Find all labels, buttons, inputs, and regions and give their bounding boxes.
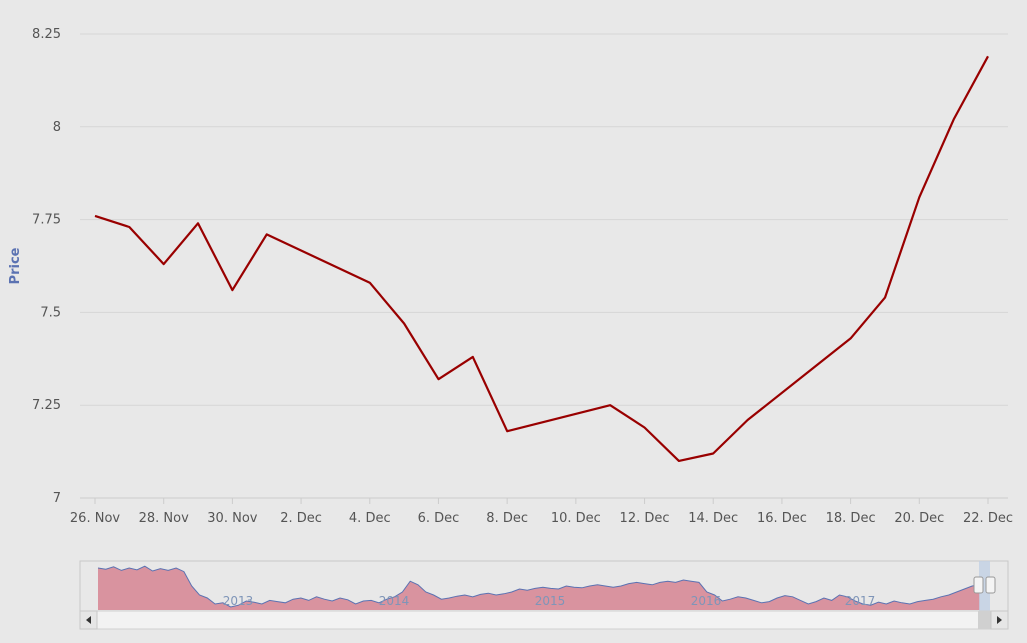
scrollbar-track[interactable] <box>79 610 1009 630</box>
navigator-year-label: 2014 <box>379 594 410 608</box>
x-tick-label: 10. Dec <box>551 511 601 526</box>
scrollbar[interactable] <box>79 610 1009 630</box>
y-tick-label: 8 <box>53 120 61 135</box>
x-tick-label: 18. Dec <box>826 511 876 526</box>
navigator-right-handle[interactable] <box>985 576 996 594</box>
x-tick-label: 6. Dec <box>418 511 460 526</box>
scrollbar-thumb[interactable] <box>978 611 991 629</box>
navigator-left-handle[interactable] <box>973 576 984 594</box>
navigator[interactable]: 2013 2014 2015 2016 2017 <box>79 560 1009 612</box>
x-tick-label: 8. Dec <box>486 511 528 526</box>
navigator-selection[interactable] <box>979 561 990 611</box>
navigator-year-label: 2016 <box>691 594 722 608</box>
x-tick-label: 2. Dec <box>280 511 322 526</box>
x-axis-ticks: 26. Nov 28. Nov 30. Nov 2. Dec 4. Dec 6. Dec 8… <box>70 498 1013 526</box>
x-tick-label: 22. Dec <box>963 511 1013 526</box>
x-tick-label: 14. Dec <box>688 511 738 526</box>
x-tick-label: 4. Dec <box>349 511 391 526</box>
x-tick-label: 16. Dec <box>757 511 807 526</box>
arrow-left-icon <box>86 616 91 624</box>
y-tick-label: 7.25 <box>32 398 61 413</box>
grid-lines <box>80 33 1008 406</box>
y-tick-label: 7 <box>53 491 61 506</box>
series-line <box>94 55 989 462</box>
navigator-year-label: 2017 <box>845 594 876 608</box>
x-tick-label: 28. Nov <box>139 511 189 526</box>
navigator-line <box>97 565 981 608</box>
x-tick-label: 26. Nov <box>70 511 120 526</box>
navigator-year-labels: 2013 2014 2015 2016 2017 <box>223 594 876 608</box>
y-tick-label: 7.75 <box>32 213 61 228</box>
x-tick-label: 20. Dec <box>894 511 944 526</box>
x-tick-label: 30. Nov <box>207 511 257 526</box>
arrow-right-icon <box>997 616 1002 624</box>
y-tick-label: 8.25 <box>32 27 61 42</box>
navigator-year-label: 2015 <box>535 594 566 608</box>
x-tick-label: 12. Dec <box>620 511 670 526</box>
y-tick-label: 7.5 <box>40 305 61 320</box>
y-axis-ticks: 8.25 8 7.75 7.5 7.25 7 <box>32 27 61 506</box>
y-axis-label: Price <box>8 247 23 284</box>
navigator-year-label: 2013 <box>223 594 254 608</box>
